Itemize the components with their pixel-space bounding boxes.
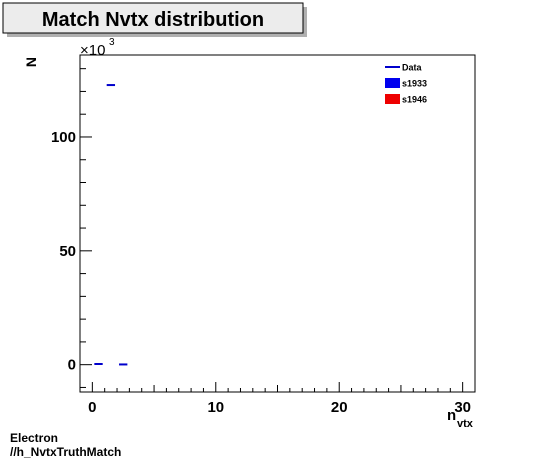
footer-line-2: //h_NvtxTruthMatch — [10, 445, 121, 459]
x-tick-label: 20 — [331, 399, 348, 416]
x-axis-label: n vtx — [447, 407, 474, 430]
plot-frame — [79, 54, 476, 393]
data-marks — [94, 84, 128, 366]
y-axis-exponent: ×10 3 — [80, 37, 115, 59]
exponent-prefix: ×10 — [80, 42, 105, 59]
legend-label: s1946 — [402, 95, 427, 105]
footer-line-1: Electron — [10, 431, 58, 445]
y-axis-label: N — [23, 57, 39, 67]
legend-box-swatch — [385, 94, 400, 104]
chart-title: Match Nvtx distribution — [42, 9, 264, 31]
legend-label: Data — [402, 63, 423, 73]
x-axis-label-sub: vtx — [457, 418, 474, 430]
x-tick-label: 0 — [88, 399, 96, 416]
x-tick-label: 10 — [207, 399, 224, 416]
legend-box-swatch — [385, 78, 400, 88]
y-tick-label: 0 — [68, 357, 76, 374]
y-tick-label: 50 — [59, 243, 76, 260]
title-box: Match Nvtx distribution — [2, 2, 307, 37]
legend-label: s1933 — [402, 79, 427, 89]
x-axis-label-main: n — [447, 407, 456, 424]
y-tick-label: 100 — [51, 129, 76, 146]
axes: 0 10 20 30 0 50 100 — [51, 68, 476, 416]
exponent-power: 3 — [109, 37, 115, 48]
x-tick-label: 30 — [454, 399, 471, 416]
legend: Data s1933 s1946 — [385, 63, 427, 105]
